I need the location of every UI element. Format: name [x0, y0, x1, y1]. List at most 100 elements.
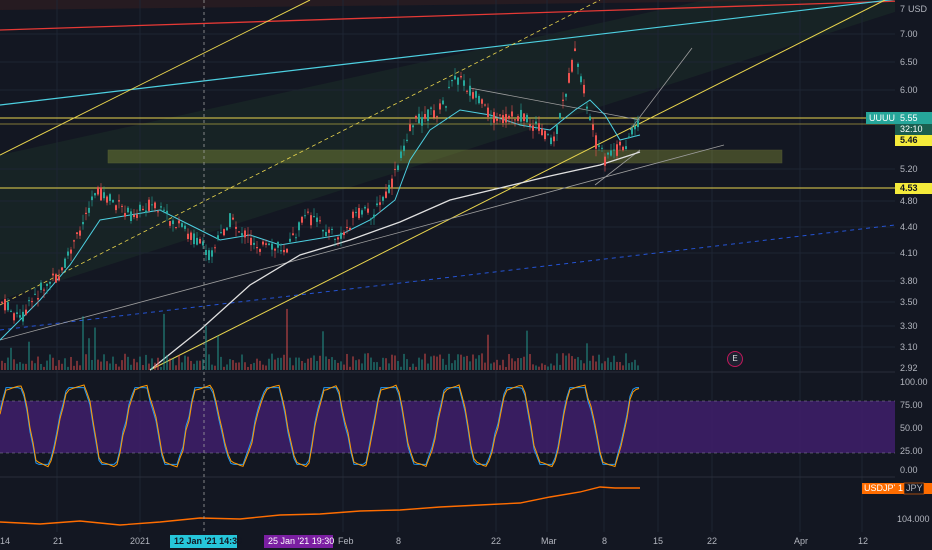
volume-bar [121, 360, 123, 370]
volume-bars [1, 308, 639, 370]
volume-bar [367, 353, 369, 370]
volume-bar [106, 361, 108, 370]
candle-body [139, 204, 141, 211]
candle-body [475, 91, 477, 98]
volume-bar [157, 357, 159, 370]
candle-body [292, 233, 294, 235]
candle-body [154, 202, 156, 209]
candle-body [436, 116, 438, 118]
price-tick: 5.20 [900, 164, 918, 174]
volume-bar [175, 365, 177, 370]
candle-body [547, 133, 549, 135]
time-tick: Feb [338, 536, 354, 546]
volume-bar [466, 355, 468, 370]
candle-body [28, 300, 30, 302]
candle-body [478, 95, 480, 104]
candle-body [466, 90, 468, 92]
usdjpy-badge[interactable]: USDJPY 1 JPY [862, 482, 932, 495]
volume-bar [553, 365, 555, 370]
time-tick: 22 [491, 536, 501, 546]
candle-body [355, 211, 357, 213]
candle-body [520, 109, 522, 122]
time-tick: 2021 [130, 536, 150, 546]
volume-bar [91, 359, 93, 370]
support-zone [107, 149, 783, 164]
candle-body [226, 227, 228, 231]
volume-bar [448, 353, 450, 370]
time-tick: 12 [858, 536, 868, 546]
candle-body [253, 242, 255, 245]
candle-body [109, 194, 111, 201]
candle-body [595, 135, 597, 149]
candle-body [472, 92, 474, 99]
volume-bar [334, 359, 336, 370]
candle-body [97, 187, 99, 195]
symbol-price-badge[interactable]: UUUU 5.55 [866, 112, 932, 124]
cursor-time-badge-2 [264, 535, 333, 548]
volume-bar [40, 363, 42, 370]
volume-bar [541, 363, 543, 370]
candle-body [577, 63, 579, 67]
candle-body [457, 77, 459, 85]
volume-bar [346, 353, 348, 370]
candle-body [151, 204, 153, 206]
earnings-icon[interactable]: E [727, 351, 743, 367]
candle-body [343, 232, 345, 236]
volume-bar [280, 357, 282, 370]
candle-body [244, 230, 246, 238]
candle-body [142, 208, 144, 211]
volume-bar [370, 357, 372, 370]
price-tick-top: 7 [900, 4, 905, 14]
candle-body [103, 192, 105, 199]
volume-bar [283, 354, 285, 370]
volume-bar [331, 357, 333, 370]
candle-body [409, 124, 411, 131]
time-tick: 15 [653, 536, 663, 546]
price-tick: 3.30 [900, 321, 918, 331]
channel-fill [0, 0, 932, 300]
volume-bar [166, 355, 168, 370]
volume-bar [292, 365, 294, 370]
volume-bar [7, 357, 9, 370]
volume-bar [262, 364, 264, 370]
volume-bar [259, 360, 261, 370]
stoch-d-line [0, 384, 640, 468]
volume-bar [103, 354, 105, 370]
fx-axis-tick: 104.000 [897, 514, 930, 524]
candle-body [460, 76, 462, 78]
price-tick: 3.50 [900, 297, 918, 307]
candle-body [322, 229, 324, 232]
volume-bar [610, 362, 612, 370]
candle-body [76, 232, 78, 235]
candle-body [625, 146, 627, 150]
volume-bar [616, 361, 618, 370]
candle-body [286, 248, 288, 253]
candle-body [163, 209, 165, 211]
candle-body [304, 215, 306, 217]
price-tick: 2.92 [900, 363, 918, 373]
candle-body [238, 231, 240, 233]
volume-bar [583, 363, 585, 370]
candle-body [133, 214, 135, 218]
grid [0, 0, 895, 540]
moving-average-slow [149, 151, 641, 371]
candle-body [424, 114, 426, 119]
volume-bar [31, 360, 33, 370]
volume-bar [421, 359, 423, 370]
candle-body [559, 113, 561, 119]
volume-bar [547, 366, 549, 370]
volume-bar [589, 360, 591, 370]
candle-body [418, 113, 420, 124]
volume-bar [220, 356, 222, 370]
volume-bar [214, 365, 216, 370]
candle-body [406, 139, 408, 141]
candle-body [22, 311, 24, 322]
candle-body [382, 196, 384, 201]
candle-body [175, 227, 177, 229]
volume-bar [337, 362, 339, 370]
volume-bar [493, 362, 495, 370]
candle-body [301, 216, 303, 223]
price-axis-currency: USD [908, 4, 928, 14]
candle-body [277, 241, 279, 248]
